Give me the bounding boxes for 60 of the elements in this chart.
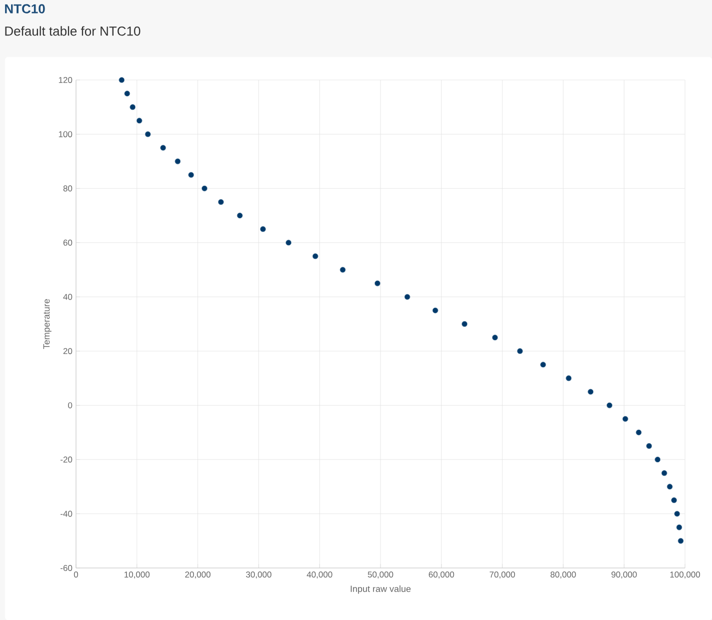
point [674,510,680,517]
point [588,388,594,395]
point [671,497,678,504]
point [654,456,661,463]
x-tick-label: 10,000 [124,572,150,579]
x-tick-label: 30,000 [246,572,272,579]
x-tick-label: 0 [74,572,78,578]
x-tick-label: 20,000 [185,572,210,579]
y-tick-label: 80 [63,185,72,192]
point [516,348,523,354]
y-tick-label: -60 [60,564,72,571]
x-tick-label: 80,000 [550,572,576,579]
point [540,362,546,368]
y-tick-label: 0 [68,402,72,408]
point [566,375,572,382]
point [340,266,346,273]
x-tick-label: 40,000 [306,572,332,579]
point [462,320,468,327]
point [678,538,684,544]
y-axis-title: Temperature [43,299,52,350]
point [622,416,628,422]
y-tick-label: -40 [60,510,72,517]
point [646,442,652,449]
point [188,172,194,178]
point [312,253,318,260]
point [144,131,151,138]
y-tick-label: 100 [58,131,72,138]
point [636,429,642,436]
chart-title: NTC10 [5,4,45,14]
point [218,198,224,205]
point [236,212,243,219]
point [606,402,612,408]
point [661,470,668,476]
point [404,294,410,300]
y-tick-label: -20 [60,456,72,463]
x-tick-label: 50,000 [368,572,394,579]
chart-subtitle: Default table for NTC10 [5,26,140,36]
point [260,226,266,232]
y-tick-label: 40 [63,294,72,300]
point [160,144,166,151]
point [118,76,125,83]
point [286,240,292,246]
x-tick-label: 90,000 [611,572,637,579]
point [130,104,136,110]
x-tick-label: 70,000 [490,572,515,579]
point [202,185,208,192]
point [492,334,498,341]
point [124,90,130,97]
x-tick-label: 100,000 [670,572,700,579]
y-tick-label: 120 [58,76,72,83]
point [374,280,380,286]
point [174,158,181,164]
point [666,484,673,490]
y-tick-label: 20 [63,348,72,354]
point [136,118,142,124]
y-tick-label: 60 [63,240,72,246]
point [676,524,682,530]
x-axis-title: Input raw value [350,585,411,594]
x-tick-label: 60,000 [428,572,454,579]
point [432,307,438,314]
